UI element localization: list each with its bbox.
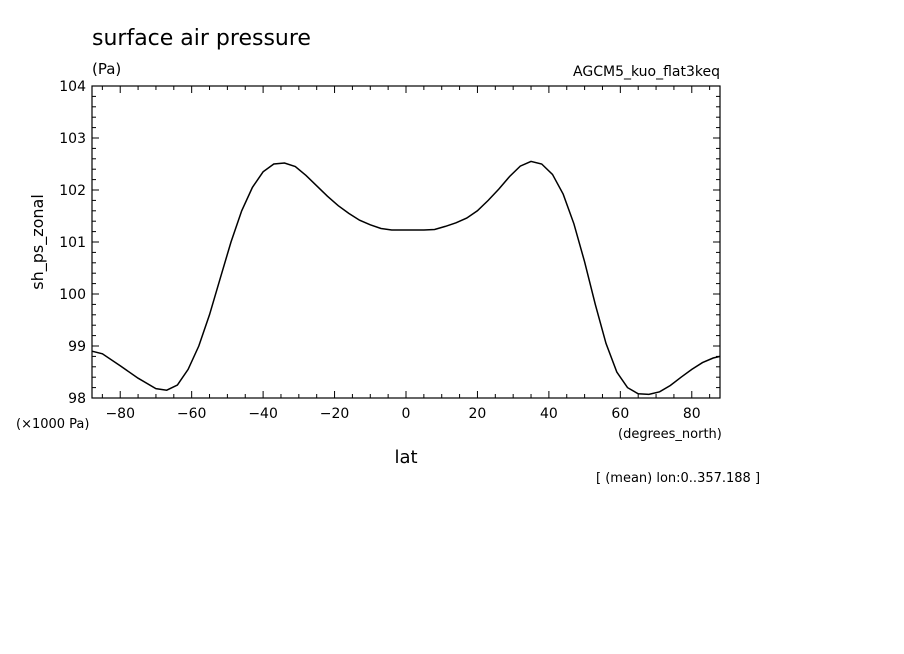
x-tick-label: −20 bbox=[320, 406, 350, 422]
x-units-label: (degrees_north) bbox=[618, 427, 722, 442]
y-tick-labels: 98 99 100 101 102 103 104 bbox=[59, 79, 86, 407]
footer-note: [ (mean) lon:0..357.188 ] bbox=[596, 471, 760, 486]
x-tick-label: −60 bbox=[177, 406, 207, 422]
x-tick-label: −40 bbox=[248, 406, 278, 422]
y-tick-label: 100 bbox=[59, 287, 86, 303]
y-tick-label: 98 bbox=[68, 391, 86, 407]
y-axis-label: sh_ps_zonal bbox=[28, 194, 48, 290]
plot-frame bbox=[91, 85, 721, 399]
y-tick-label: 104 bbox=[59, 79, 86, 95]
ticks bbox=[92, 85, 720, 399]
y-scale-note: (×1000 Pa) bbox=[16, 417, 89, 432]
series-line bbox=[91, 160, 721, 396]
x-axis-label: lat bbox=[394, 447, 417, 468]
x-tick-label: 20 bbox=[469, 406, 487, 422]
x-tick-label: −80 bbox=[105, 406, 135, 422]
units-label: (Pa) bbox=[92, 60, 121, 78]
y-tick-label: 99 bbox=[68, 339, 86, 355]
dataset-label: AGCM5_kuo_flat3keq bbox=[573, 64, 720, 80]
x-tick-labels: −80 −60 −40 −20 0 20 40 60 80 bbox=[105, 406, 700, 422]
y-tick-label: 103 bbox=[59, 131, 86, 147]
x-tick-label: 60 bbox=[611, 406, 629, 422]
y-tick-label: 102 bbox=[59, 183, 86, 199]
chart-title: surface air pressure bbox=[92, 26, 311, 51]
x-tick-label: 0 bbox=[402, 406, 411, 422]
x-tick-label: 40 bbox=[540, 406, 558, 422]
x-tick-label: 80 bbox=[683, 406, 701, 422]
y-tick-label: 101 bbox=[59, 235, 86, 251]
